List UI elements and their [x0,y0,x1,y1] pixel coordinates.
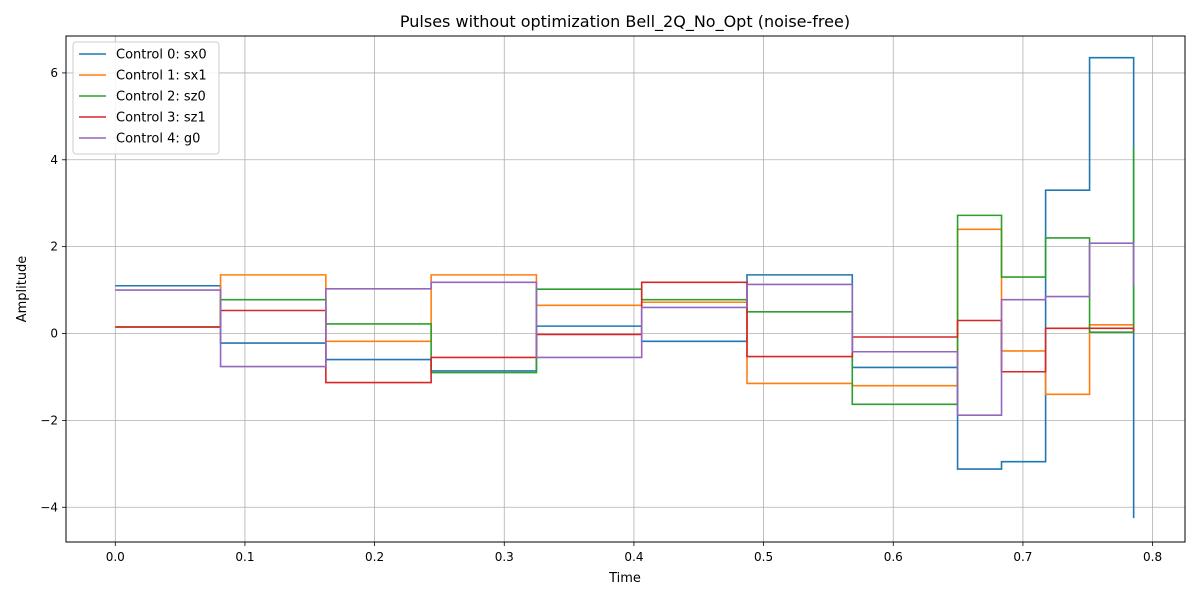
x-tick-label: 0.2 [365,550,384,564]
x-tick-label: 0.4 [624,550,643,564]
legend-box [72,41,220,155]
y-tick-label: 2 [50,240,58,254]
legend-label: Control 4: g0 [116,132,200,147]
x-axis: 0.0 0.1 0.2 0.3 0.4 0.5 0.6 0.7 0.8 [106,542,1162,564]
y-tick-label: −4 [40,500,58,514]
x-tick-label: 0.1 [235,550,254,564]
x-tick-label: 0.0 [106,550,125,564]
series-line-control-3 [115,281,1135,384]
x-tick-label: 0.5 [754,550,773,564]
y-axis: −4 −2 0 2 4 6 [40,66,66,514]
grid-layer [66,36,1185,542]
chart-title: Pulses without optimization Bell_2Q_No_O… [400,12,850,32]
y-tick-label: 0 [50,327,58,341]
legend-label: Control 3: sz1 [116,111,206,126]
y-tick-label: 6 [50,66,58,80]
plot-area-frame [65,35,1186,543]
legend-label: Control 0: sx0 [116,48,207,63]
legend-label: Control 2: sz0 [116,90,206,105]
y-tick-label: 4 [50,153,58,167]
x-tick-label: 0.8 [1143,550,1162,564]
y-axis-label: Amplitude [15,256,30,323]
x-axis-label: Time [608,571,641,586]
series-line-control-4 [115,242,1135,416]
series-layer [115,56,1135,519]
x-tick-label: 0.7 [1013,550,1032,564]
y-tick-label: −2 [40,413,58,427]
x-tick-label: 0.6 [884,550,903,564]
x-tick-label: 0.3 [495,550,514,564]
legend-label: Control 1: sx1 [116,69,207,84]
legend: Control 0: sx0 Control 1: sx1 Control 2: s… [72,41,220,155]
